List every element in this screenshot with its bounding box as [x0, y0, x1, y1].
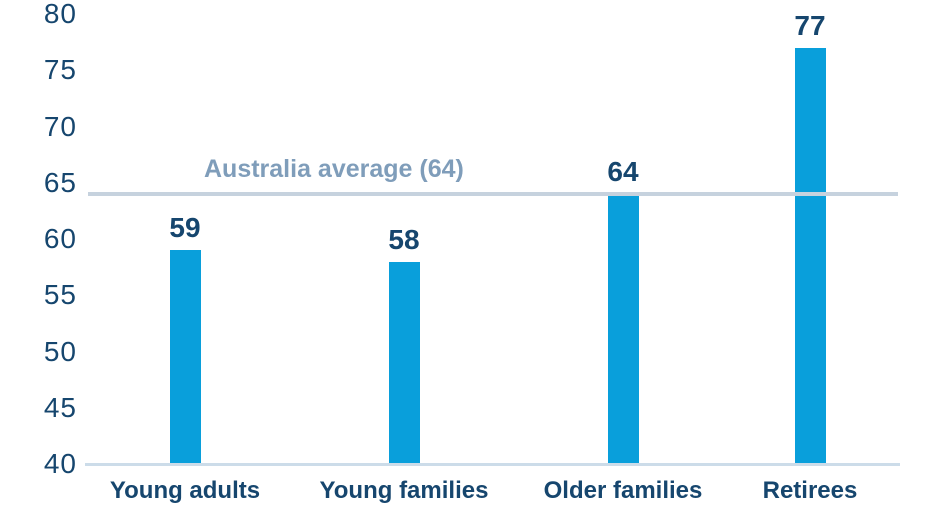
bar-value-label: 64 — [607, 156, 639, 187]
bar-young-adults — [169, 250, 201, 464]
bar-value-label: 77 — [794, 9, 826, 41]
average-line — [88, 192, 898, 196]
y-axis-tick-label: 80 — [43, 0, 77, 29]
y-axis-tick-label: 60 — [43, 223, 77, 254]
bar-value-label: 58 — [388, 223, 420, 255]
y-axis-tick-label: 55 — [43, 279, 77, 311]
y-axis-tick-label: 45 — [43, 391, 77, 423]
average-line-label: Australia average (64) — [204, 155, 464, 183]
y-axis-tick-label: 50 — [43, 335, 77, 367]
x-axis-category-label: Young adults — [109, 477, 261, 504]
y-axis-tick-label: 70 — [43, 110, 77, 142]
y-axis-tick-label: 75 — [43, 54, 77, 86]
y-axis-tick-label: 40 — [43, 448, 77, 479]
bar-older-families — [607, 194, 639, 464]
x-axis-category-label: Retirees — [762, 477, 858, 504]
bar-retirees — [794, 47, 826, 464]
x-axis-category-label: Older families — [543, 477, 703, 504]
x-axis-line — [85, 463, 900, 466]
bar-value-label: 59 — [169, 212, 201, 244]
y-axis-tick-label: 65 — [43, 166, 77, 198]
bar-young-families — [388, 261, 420, 464]
x-axis-category-label: Young families — [319, 477, 489, 504]
